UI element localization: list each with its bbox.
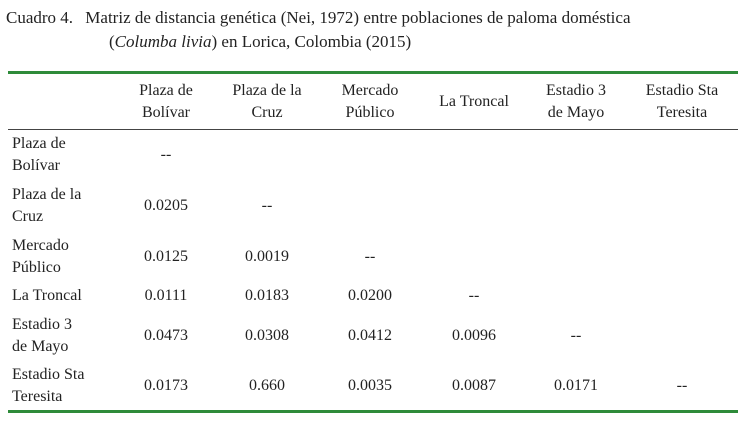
cell: 0.0111 (144, 286, 188, 304)
label-line: de Mayo (12, 337, 69, 355)
header-line: Estadio Sta (645, 81, 719, 99)
empty-cell (318, 130, 422, 180)
row-label: Plaza de la Cruz (8, 180, 116, 232)
table-row: Plaza de la Cruz 0.0205 -- (8, 180, 738, 232)
cell: -- (364, 247, 376, 265)
column-header: La Troncal (422, 73, 526, 130)
table-row: Estadio Sta Teresita 0.0173 0.660 0.0035 0.00… (8, 362, 738, 412)
label-line: Público (12, 258, 61, 276)
label-line: Teresita (12, 387, 63, 405)
label-line: Cruz (12, 207, 44, 225)
header-line: Mercado (341, 81, 399, 99)
header-line: Plaza de la (232, 81, 302, 99)
cell: 0.0473 (144, 326, 188, 344)
empty-cell (626, 180, 738, 232)
column-header: Plaza de la Cruz (216, 73, 318, 130)
caption-line: Cuadro 4. Matriz de distancia genética (… (6, 6, 741, 30)
caption-text: en Lorica, Colombia (2015) (221, 32, 412, 51)
cell: -- (261, 196, 273, 214)
empty-cell (526, 180, 626, 232)
row-label: Estadio 3 de Mayo (8, 310, 116, 362)
cell: 0.0171 (554, 376, 598, 394)
row-label: Plaza de Bolívar (8, 130, 116, 180)
cell: 0.0087 (452, 376, 496, 394)
header-line: La Troncal (439, 92, 509, 110)
cell: 0.0200 (348, 286, 392, 304)
header-line: Plaza de (139, 81, 193, 99)
empty-cell (626, 310, 738, 362)
cell: -- (676, 376, 688, 394)
column-header: Plaza de Bolívar (116, 73, 216, 130)
label-line: Plaza de (12, 134, 66, 152)
table-row: Plaza de Bolívar -- (8, 130, 738, 180)
header-line: Bolívar (142, 103, 190, 121)
cell: 0.0183 (245, 286, 289, 304)
label-line: Mercado (12, 236, 69, 254)
empty-cell (526, 130, 626, 180)
caption-line: (Columba livia) en Lorica, Colombia (201… (109, 32, 412, 51)
cell: 0.0412 (348, 326, 392, 344)
empty-cell (422, 232, 526, 282)
row-label: La Troncal (8, 282, 116, 310)
empty-cell (526, 232, 626, 282)
cell: 0.0308 (245, 326, 289, 344)
header-line: Teresita (656, 103, 708, 121)
label-line: Estadio Sta (12, 365, 85, 383)
column-header: Estadio 3 de Mayo (526, 73, 626, 130)
header-line: de Mayo (547, 103, 605, 121)
empty-cell (422, 130, 526, 180)
header-row: Plaza de Bolívar Plaza de la Cruz Mercado Púb… (8, 72, 738, 130)
empty-cell (422, 180, 526, 232)
label-line: Bolívar (12, 156, 60, 174)
cell: 0.0205 (144, 196, 188, 214)
caption-text: Matriz de distancia genética (Nei, 1972)… (85, 8, 631, 27)
empty-cell (626, 130, 738, 180)
table-body: Plaza de Bolívar -- Plaza de la Cruz 0.0205 --… (8, 130, 738, 412)
empty-cell (216, 130, 318, 180)
empty-cell (626, 232, 738, 282)
caption: Cuadro 4. Matriz de distancia genética (… (6, 6, 741, 54)
cell: -- (570, 326, 582, 344)
distance-table: Plaza de Bolívar Plaza de la Cruz Mercado Púb… (8, 71, 738, 413)
row-label: Estadio Sta Teresita (8, 362, 116, 412)
header-line: Estadio 3 (546, 81, 606, 99)
cell: -- (468, 286, 480, 304)
cell: 0.0125 (144, 247, 188, 265)
empty-cell (526, 282, 626, 310)
corner (8, 73, 116, 130)
table-row: Estadio 3 de Mayo 0.0473 0.0308 0.0412 0.0096… (8, 310, 738, 362)
label-line: Plaza de la (12, 185, 82, 203)
header-line: Cruz (251, 103, 283, 121)
cell: 0.0035 (348, 376, 392, 394)
caption-label: Cuadro 4. (6, 8, 74, 27)
cell: 0.660 (249, 376, 285, 394)
row-label: Mercado Público (8, 232, 116, 282)
label-line: Estadio 3 (12, 315, 72, 333)
cell: 0.0019 (245, 247, 289, 265)
table-row: La Troncal 0.0111 0.0183 0.0200 -- (8, 282, 738, 310)
empty-cell (318, 180, 422, 232)
cell: 0.0096 (452, 326, 496, 344)
empty-cell (626, 282, 738, 310)
header-line: Público (345, 103, 395, 121)
species: Columba livia (114, 32, 212, 51)
column-header: Estadio Sta Teresita (626, 73, 738, 130)
column-header: Mercado Público (318, 73, 422, 130)
label-line: La Troncal (12, 286, 82, 304)
table-row: Mercado Público 0.0125 0.0019 -- (8, 232, 738, 282)
cell: 0.0173 (144, 376, 188, 394)
cell: -- (160, 145, 172, 163)
